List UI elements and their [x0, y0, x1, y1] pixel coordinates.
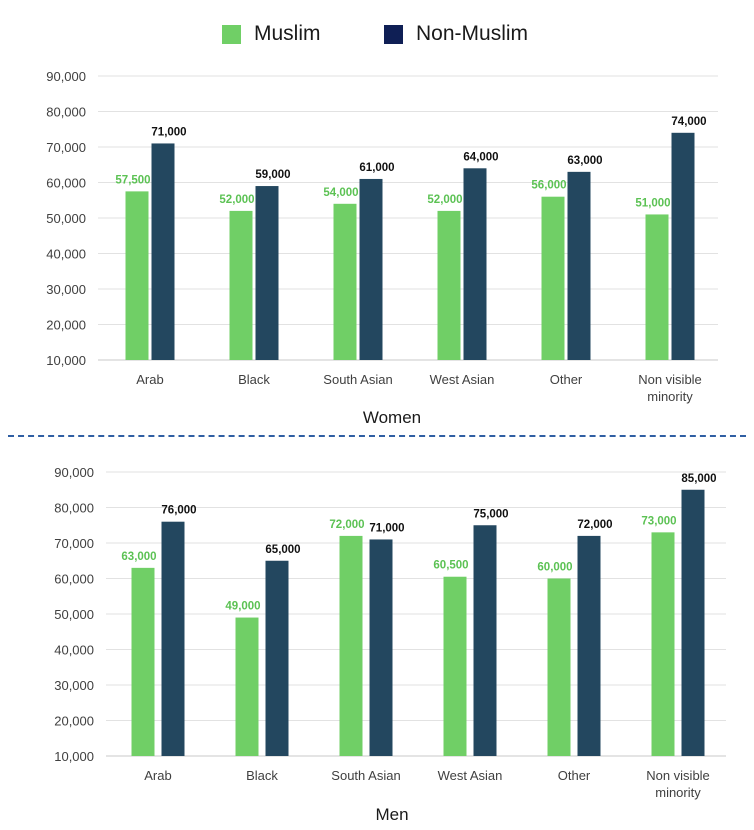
men-data-label-muslim: 60,000	[537, 562, 572, 574]
men-bar-muslim	[443, 576, 467, 756]
men-y-tick-label: 70,000	[54, 536, 94, 551]
women-category-label: West Asian	[430, 372, 495, 387]
men-data-label-muslim: 63,000	[121, 551, 156, 563]
men-data-label-muslim: 73,000	[641, 515, 676, 527]
women-y-tick-label: 50,000	[46, 211, 86, 226]
legend-label-muslim: Muslim	[254, 22, 321, 45]
men-category-label: South Asian	[331, 768, 400, 783]
women-bar-nonmuslim	[255, 186, 279, 360]
men-bar-muslim	[235, 617, 259, 756]
women-bar-muslim	[125, 191, 149, 360]
legend: Muslim Non-Muslim	[0, 22, 754, 54]
men-data-label-nonmuslim: 75,000	[473, 508, 508, 520]
legend-label-nonmuslim: Non-Muslim	[416, 22, 529, 45]
women-bar-chart: 10,000 20,000 30,000 40,000 50,000 60,000 70,0…	[46, 69, 718, 427]
section-divider	[8, 435, 746, 437]
women-data-label-muslim: 56,000	[531, 180, 566, 192]
men-bar-muslim	[547, 578, 571, 756]
women-category-label: Other	[550, 372, 583, 387]
men-bar-nonmuslim	[161, 521, 185, 756]
women-data-label-muslim: 51,000	[635, 197, 670, 209]
legend-swatch-nonmuslim	[384, 24, 403, 44]
men-bar-nonmuslim	[681, 489, 705, 756]
men-chart-title: Men	[375, 805, 408, 824]
legend-item-muslim: Muslim	[222, 22, 321, 46]
women-data-label-nonmuslim: 59,000	[255, 169, 290, 181]
men-data-label-muslim: 72,000	[329, 519, 364, 531]
women-data-label-nonmuslim: 63,000	[567, 155, 602, 167]
men-bar-nonmuslim	[265, 560, 289, 756]
men-y-tick-label: 90,000	[54, 465, 94, 480]
women-bar-nonmuslim	[359, 178, 383, 360]
men-bar-muslim	[339, 535, 363, 756]
men-bar-nonmuslim	[369, 539, 393, 756]
men-data-label-muslim: 49,000	[225, 601, 260, 613]
women-y-tick-label: 40,000	[46, 247, 86, 262]
men-bar-nonmuslim	[473, 525, 497, 756]
men-data-label-nonmuslim: 72,000	[577, 519, 612, 531]
women-data-label-nonmuslim: 64,000	[463, 151, 498, 163]
women-bar-muslim	[333, 203, 357, 360]
men-bar-chart: 10,000 20,000 30,000 40,000 50,000 60,000 70,0…	[54, 465, 726, 824]
legend-swatch-muslim	[222, 24, 241, 44]
women-y-tick-label: 60,000	[46, 176, 86, 191]
women-y-tick-label: 20,000	[46, 318, 86, 333]
men-category-label: West Asian	[438, 768, 503, 783]
women-data-label-nonmuslim: 74,000	[671, 116, 706, 128]
women-category-label: Black	[238, 372, 270, 387]
women-bar-nonmuslim	[567, 171, 591, 360]
men-data-label-nonmuslim: 76,000	[161, 505, 196, 517]
men-y-tick-label: 10,000	[54, 749, 94, 764]
women-y-tick-label: 80,000	[46, 105, 86, 120]
men-bar-muslim	[131, 567, 155, 756]
legend-item-nonmuslim: Non-Muslim	[384, 22, 528, 46]
women-category-label: South Asian	[323, 372, 392, 387]
women-y-tick-label: 30,000	[46, 282, 86, 297]
men-data-label-nonmuslim: 65,000	[265, 544, 300, 556]
women-chart-title: Women	[363, 408, 421, 427]
women-data-label-nonmuslim: 61,000	[359, 162, 394, 174]
men-category-label: Other	[558, 768, 591, 783]
men-data-label-nonmuslim: 85,000	[681, 473, 716, 485]
women-data-label-muslim: 57,500	[115, 174, 150, 186]
men-bar-muslim	[651, 532, 675, 756]
women-data-label-muslim: 52,000	[427, 194, 462, 206]
women-data-label-muslim: 54,000	[323, 187, 358, 199]
women-y-tick-label: 70,000	[46, 140, 86, 155]
men-bar-nonmuslim	[577, 535, 601, 756]
women-category-label: Non visible minority	[638, 372, 702, 404]
men-y-tick-label: 50,000	[54, 607, 94, 622]
women-y-tick-label: 90,000	[46, 69, 86, 84]
women-bar-muslim	[437, 210, 461, 360]
men-y-tick-label: 60,000	[54, 572, 94, 587]
men-category-label: Arab	[144, 768, 171, 783]
men-data-label-muslim: 60,500	[433, 560, 468, 572]
men-data-label-nonmuslim: 71,000	[369, 522, 404, 534]
women-bar-muslim	[229, 210, 253, 360]
women-data-label-muslim: 52,000	[219, 194, 254, 206]
women-bar-muslim	[541, 196, 565, 360]
women-bar-nonmuslim	[671, 132, 695, 360]
men-y-tick-label: 40,000	[54, 643, 94, 658]
men-category-label: Non visible minority	[646, 768, 710, 800]
women-y-tick-label: 10,000	[46, 353, 86, 368]
men-y-tick-label: 30,000	[54, 678, 94, 693]
women-bar-muslim	[645, 214, 669, 360]
women-bar-nonmuslim	[463, 168, 487, 360]
women-category-label: Arab	[136, 372, 163, 387]
women-bar-nonmuslim	[151, 143, 175, 360]
men-category-label: Black	[246, 768, 278, 783]
women-data-label-nonmuslim: 71,000	[151, 126, 186, 138]
men-y-tick-label: 20,000	[54, 714, 94, 729]
men-y-tick-label: 80,000	[54, 501, 94, 516]
